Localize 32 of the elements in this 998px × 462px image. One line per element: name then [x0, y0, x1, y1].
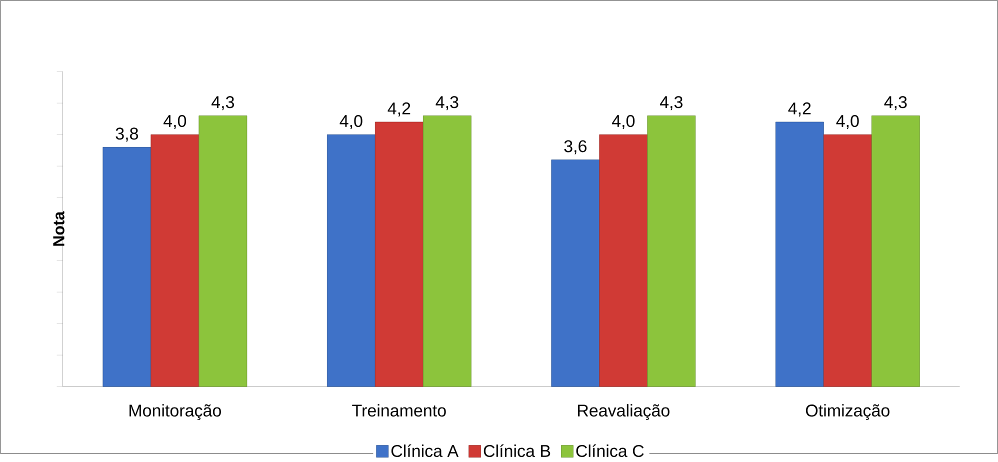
bar — [871, 115, 920, 387]
bar — [647, 115, 696, 387]
data-label: 3,6 — [564, 140, 586, 154]
bar — [823, 134, 872, 387]
legend-label: Clínica C — [576, 444, 644, 457]
x-tick-label: Treinamento — [352, 404, 446, 416]
legend-label: Clínica B — [484, 444, 550, 457]
legend-label: Clínica A — [391, 444, 459, 457]
data-label: 4,0 — [164, 114, 186, 129]
bar — [374, 122, 424, 387]
y-axis-title: Nota — [53, 211, 64, 246]
data-label: 4,3 — [884, 96, 907, 110]
bar — [102, 146, 152, 387]
bar — [422, 115, 472, 387]
data-label: 3,8 — [116, 127, 138, 142]
bar — [326, 134, 376, 387]
data-label: 4,0 — [836, 114, 859, 129]
data-label: 4,2 — [788, 102, 811, 116]
bar — [775, 122, 824, 387]
data-label: 4,3 — [660, 96, 682, 110]
x-tick-label: Otimização — [806, 404, 890, 420]
bar — [599, 134, 648, 387]
data-label: 4,0 — [340, 114, 362, 129]
data-label: 4,2 — [388, 102, 410, 116]
bar — [150, 134, 200, 387]
bar — [198, 115, 248, 387]
data-label: 4,3 — [436, 96, 458, 110]
x-tick-label: Monitoração — [130, 404, 221, 420]
bar — [551, 159, 600, 387]
x-tick-label: Reavaliação — [578, 404, 670, 420]
data-label: 4,3 — [212, 96, 234, 110]
data-label: 4,0 — [612, 114, 635, 129]
